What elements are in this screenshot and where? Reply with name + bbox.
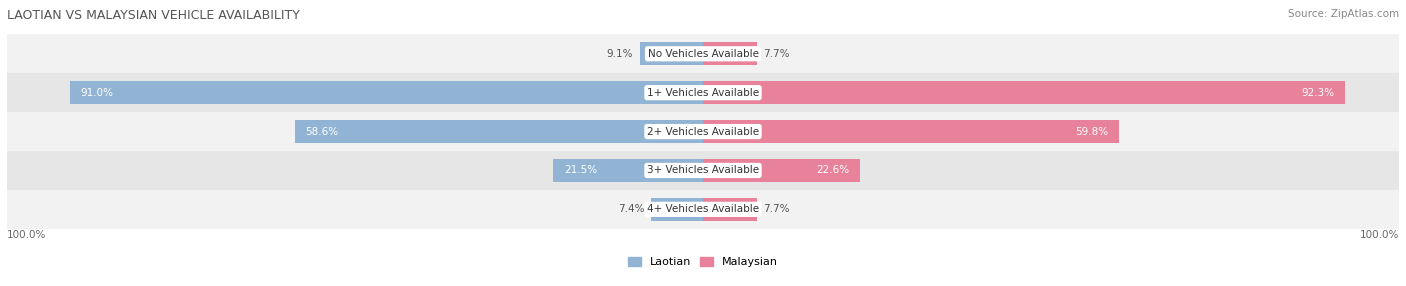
Bar: [703, 159, 860, 182]
Bar: [7, 151, 1399, 190]
Bar: [703, 198, 756, 221]
Text: 92.3%: 92.3%: [1302, 88, 1334, 98]
Bar: [651, 198, 703, 221]
Bar: [7, 190, 1399, 229]
Text: 59.8%: 59.8%: [1076, 127, 1109, 136]
Text: Source: ZipAtlas.com: Source: ZipAtlas.com: [1288, 9, 1399, 19]
Text: 91.0%: 91.0%: [80, 88, 112, 98]
Bar: [70, 81, 703, 104]
Bar: [703, 81, 1346, 104]
Bar: [295, 120, 703, 143]
Text: 22.6%: 22.6%: [817, 166, 849, 175]
Text: 2+ Vehicles Available: 2+ Vehicles Available: [647, 127, 759, 136]
Bar: [640, 42, 703, 65]
Text: 100.0%: 100.0%: [1360, 230, 1399, 240]
Bar: [7, 73, 1399, 112]
Bar: [703, 42, 756, 65]
Bar: [7, 112, 1399, 151]
Text: 7.7%: 7.7%: [763, 204, 790, 214]
Text: 58.6%: 58.6%: [305, 127, 339, 136]
Text: 1+ Vehicles Available: 1+ Vehicles Available: [647, 88, 759, 98]
Text: 7.7%: 7.7%: [763, 49, 790, 59]
Text: 21.5%: 21.5%: [564, 166, 598, 175]
Legend: Laotian, Malaysian: Laotian, Malaysian: [623, 253, 783, 272]
Text: 100.0%: 100.0%: [7, 230, 46, 240]
Text: 3+ Vehicles Available: 3+ Vehicles Available: [647, 166, 759, 175]
Text: 7.4%: 7.4%: [619, 204, 644, 214]
Text: No Vehicles Available: No Vehicles Available: [648, 49, 758, 59]
Text: 9.1%: 9.1%: [606, 49, 633, 59]
Text: 4+ Vehicles Available: 4+ Vehicles Available: [647, 204, 759, 214]
Bar: [554, 159, 703, 182]
Bar: [7, 34, 1399, 73]
Bar: [703, 120, 1119, 143]
Text: LAOTIAN VS MALAYSIAN VEHICLE AVAILABILITY: LAOTIAN VS MALAYSIAN VEHICLE AVAILABILIT…: [7, 9, 299, 21]
